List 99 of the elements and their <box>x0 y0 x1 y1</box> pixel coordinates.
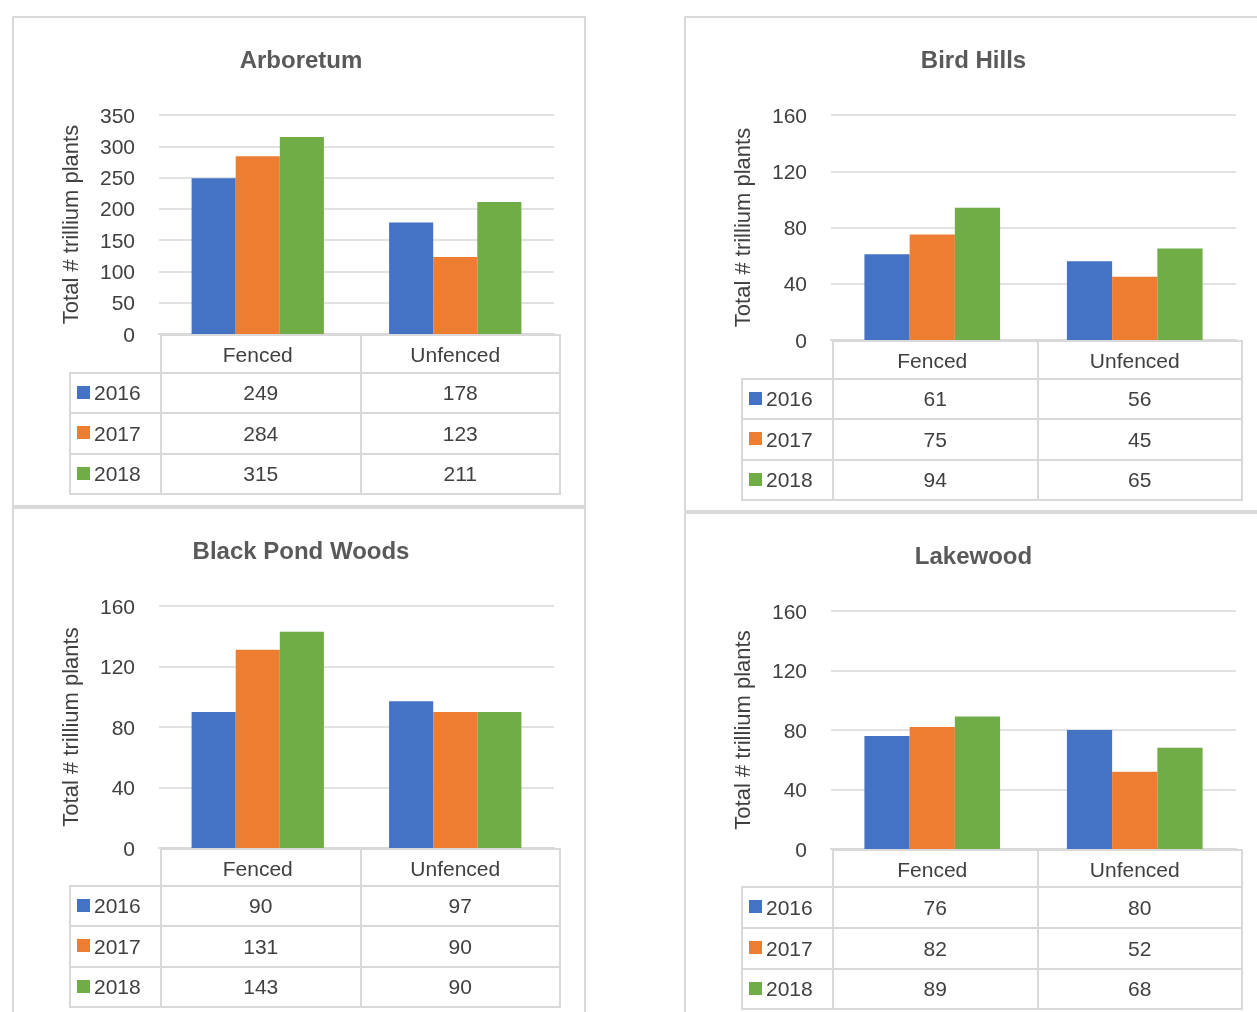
data-label: 80 <box>1037 887 1242 928</box>
legend-label: 2017 <box>70 926 161 967</box>
legend-label: 2018 <box>70 454 161 494</box>
y-tick-label: 40 <box>783 778 807 801</box>
y-tick-label: 120 <box>99 655 135 678</box>
chart-title: Lakewood <box>914 541 1033 569</box>
bar <box>433 257 478 334</box>
y-tick-label: 160 <box>771 599 807 623</box>
data-label: 97 <box>360 886 560 926</box>
y-tick-label: 50 <box>111 291 135 315</box>
y-tick-label: 40 <box>111 776 135 799</box>
data-label: 45 <box>1037 419 1242 460</box>
x-tick-label: Fenced <box>222 857 293 880</box>
data-label: 90 <box>360 967 560 1007</box>
y-tick-label: 120 <box>771 159 807 183</box>
bar <box>191 711 236 848</box>
data-label: 178 <box>360 373 560 413</box>
y-axis-title: Total # trillium plants <box>57 124 83 325</box>
bar <box>477 711 522 848</box>
data-label: 89 <box>833 969 1038 1009</box>
x-tick-label: Unfenced <box>410 343 501 366</box>
legend-label: 2017 <box>70 413 161 454</box>
y-axis-title: Total # trillium plants <box>57 627 83 827</box>
legend-label: 2017 <box>742 419 833 460</box>
y-tick-label: 80 <box>783 718 807 742</box>
data-label: 94 <box>833 460 1038 500</box>
data-label: 52 <box>1037 928 1242 969</box>
data-label: 123 <box>360 413 560 454</box>
chart-title: Black Pond Woods <box>192 536 410 564</box>
bar <box>279 631 324 848</box>
y-tick-label: 160 <box>771 103 807 127</box>
bar <box>191 178 236 334</box>
bar <box>235 156 280 334</box>
bar <box>389 222 434 334</box>
y-tick-label: 120 <box>771 659 807 682</box>
y-axis-title: Total # trillium plants <box>729 127 755 328</box>
bar <box>864 735 910 849</box>
legend-label: 2017 <box>742 928 833 969</box>
y-tick-label: 160 <box>99 594 135 618</box>
y-tick-label: 200 <box>99 197 135 221</box>
legend-label: 2016 <box>742 379 833 419</box>
x-tick-label: Unfenced <box>1089 858 1180 881</box>
data-label: 90 <box>360 926 560 967</box>
legend-label: 2016 <box>70 886 161 926</box>
bar <box>1066 261 1113 340</box>
bar <box>389 701 434 848</box>
chart-title: Bird Hills <box>920 45 1027 73</box>
legend-label: 2016 <box>742 887 833 928</box>
data-label: 211 <box>360 454 560 494</box>
bar <box>235 649 280 848</box>
y-tick-label: 40 <box>783 272 807 296</box>
bar <box>1157 747 1203 849</box>
data-label: 82 <box>833 928 1038 969</box>
bar <box>1112 276 1158 340</box>
bar <box>864 254 910 340</box>
legend-label: 2018 <box>742 969 833 1009</box>
chart-title: Arboretum <box>239 45 363 73</box>
y-tick-label: 0 <box>123 836 135 860</box>
data-label: 90 <box>161 886 361 926</box>
y-axis-title: Total # trillium plants <box>729 630 755 830</box>
y-tick-label: 0 <box>795 328 807 352</box>
y-tick-label: 0 <box>123 322 135 346</box>
data-label: 143 <box>161 967 361 1007</box>
legend-label: 2018 <box>70 967 161 1007</box>
data-label: 75 <box>833 419 1038 460</box>
legend-label: 2016 <box>70 373 161 413</box>
legend-label: 2018 <box>742 460 833 500</box>
bar <box>279 136 324 334</box>
data-label: 65 <box>1037 460 1242 500</box>
bar <box>477 201 522 334</box>
x-tick-label: Fenced <box>222 343 293 366</box>
y-tick-label: 150 <box>99 228 135 252</box>
x-tick-label: Fenced <box>897 349 968 372</box>
y-tick-label: 250 <box>99 166 135 190</box>
y-tick-label: 300 <box>99 134 135 158</box>
bar <box>433 711 478 848</box>
y-tick-label: 80 <box>783 216 807 239</box>
bar <box>954 207 1001 340</box>
y-tick-label: 100 <box>99 259 135 283</box>
x-tick-label: Unfenced <box>1089 349 1180 372</box>
bar <box>1157 248 1203 340</box>
data-label: 315 <box>161 454 361 494</box>
bar <box>1112 771 1158 849</box>
x-tick-label: Unfenced <box>410 857 501 880</box>
data-label: 249 <box>161 373 361 413</box>
data-label: 131 <box>161 926 361 967</box>
data-label: 68 <box>1037 969 1242 1009</box>
data-label: 284 <box>161 413 361 454</box>
x-tick-label: Fenced <box>897 858 968 881</box>
data-label: 56 <box>1037 379 1242 419</box>
bar <box>954 716 1001 849</box>
data-label: 76 <box>833 887 1038 928</box>
y-tick-label: 80 <box>111 715 135 739</box>
bar <box>1066 730 1113 849</box>
bar <box>909 234 955 340</box>
y-tick-label: 0 <box>795 837 807 861</box>
y-tick-label: 350 <box>99 103 135 127</box>
data-label: 61 <box>833 379 1038 419</box>
bar <box>909 727 955 849</box>
